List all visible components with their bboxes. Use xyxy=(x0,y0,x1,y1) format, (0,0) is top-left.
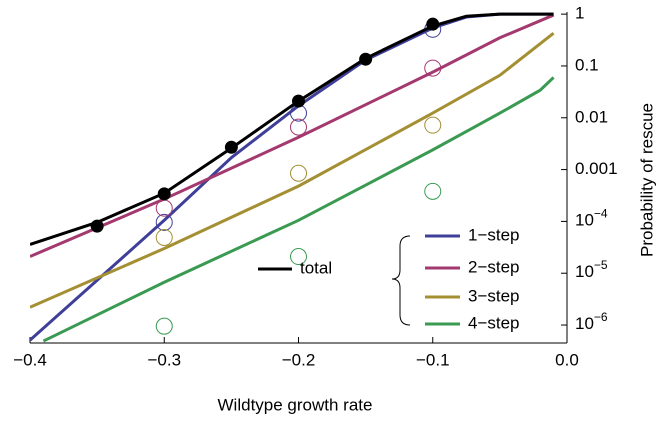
legend-label: 3−step xyxy=(468,286,520,305)
sim-point xyxy=(424,116,442,134)
sim-point xyxy=(155,317,173,335)
y-tick-label: 10−6 xyxy=(575,310,608,333)
y-tick-exponent: −4 xyxy=(594,207,608,221)
legend-label: 4−step xyxy=(468,313,520,332)
series-line xyxy=(42,76,555,343)
y-tick-label: 10−5 xyxy=(575,258,608,281)
sim-point xyxy=(290,118,307,136)
x-tick-label: −0.1 xyxy=(416,350,450,369)
y-tick-base: 10 xyxy=(575,263,594,282)
sim-point xyxy=(155,213,173,231)
legend-label: total xyxy=(300,258,332,277)
x-axis-label: Wildtype growth rate xyxy=(218,395,373,414)
y-tick-base: 10 xyxy=(575,315,594,334)
sim-point xyxy=(90,219,104,233)
x-tick-label: −0.3 xyxy=(147,350,181,369)
legend-label: 2−step xyxy=(468,257,520,276)
sim-point xyxy=(292,94,305,108)
sim-point xyxy=(155,228,173,246)
series-line xyxy=(30,13,555,258)
legend-label: 1−step xyxy=(468,225,520,244)
x-tick-label: 0.0 xyxy=(555,350,579,369)
y-tick-label: 0.001 xyxy=(575,159,618,178)
y-tick-label: 1 xyxy=(575,4,584,23)
sim-point xyxy=(224,140,238,154)
sim-point xyxy=(290,248,307,266)
sim-point xyxy=(290,164,307,182)
sim-point xyxy=(155,199,173,217)
sim-point xyxy=(424,182,442,200)
series-line xyxy=(30,12,554,246)
y-tick-exponent: −6 xyxy=(594,310,608,324)
legend-brace xyxy=(391,235,411,326)
y-tick-base: 10 xyxy=(575,211,594,230)
x-tick-label: −0.2 xyxy=(282,350,316,369)
x-tick-label: −0.4 xyxy=(13,350,47,369)
sim-point xyxy=(426,17,440,31)
y-tick-label: 10−4 xyxy=(575,207,608,230)
sim-point xyxy=(157,187,171,201)
sim-point xyxy=(359,52,373,66)
y-tick-label: 0.1 xyxy=(575,55,599,74)
y-tick-exponent: −5 xyxy=(594,258,608,272)
sim-point xyxy=(424,59,442,77)
y-tick-label: 0.01 xyxy=(575,107,608,126)
y-axis-label: Probability of rescue xyxy=(637,103,656,257)
series-line xyxy=(30,31,555,309)
